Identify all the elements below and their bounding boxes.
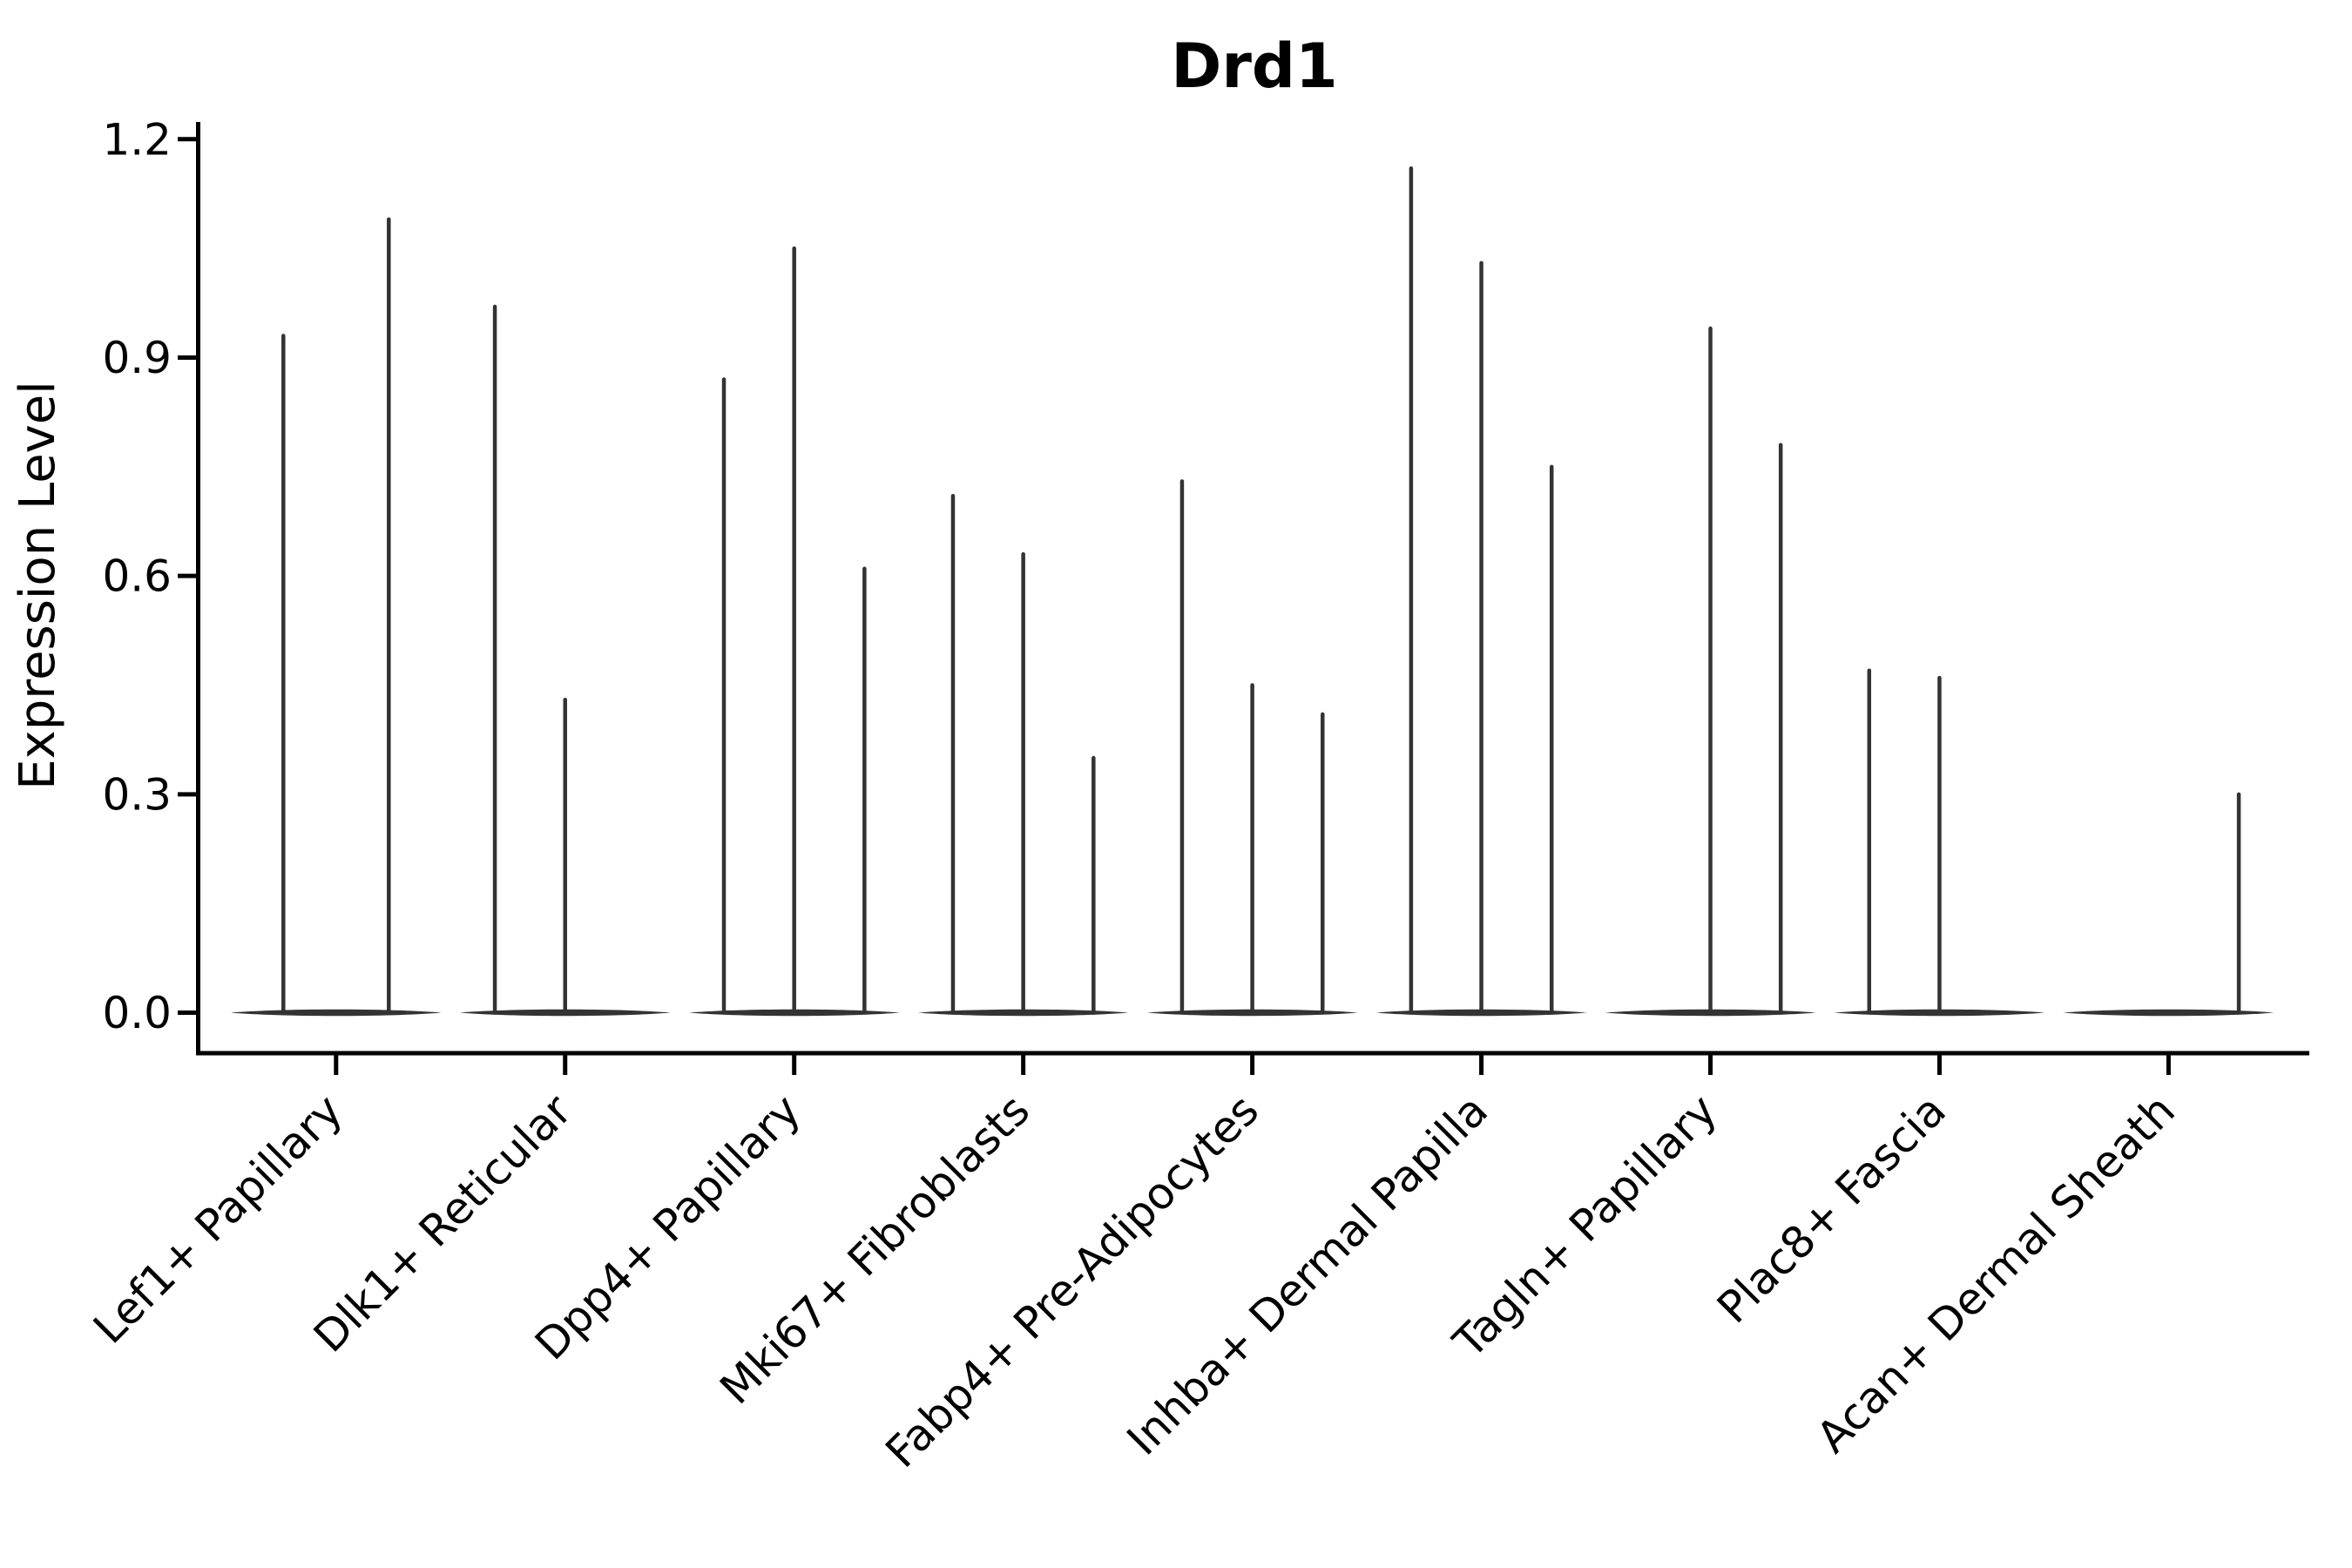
y-tick-label: 0.0 <box>102 988 172 1038</box>
plot-title: Drd1 <box>1171 30 1337 102</box>
x-tick-label: Inhba+ Dermal Papilla <box>1118 1085 1497 1464</box>
x-tick-label: Lef1+ Papillary <box>84 1085 352 1353</box>
y-tick-label: 1.2 <box>102 114 172 165</box>
y-tick-label: 0.9 <box>102 333 172 383</box>
violin-base <box>2063 1009 2274 1017</box>
y-tick-label: 0.6 <box>102 551 172 602</box>
violins-layer <box>230 166 2274 1017</box>
violin-base <box>230 1009 442 1017</box>
y-axis-label: Expression Level <box>10 381 66 790</box>
axes-layer <box>178 122 2309 1075</box>
y-tick-label: 0.3 <box>102 769 172 820</box>
x-tick-label: Fabp4+ Pre-Adipocytes <box>876 1085 1269 1477</box>
x-tick-label: Plac8+ Fascia <box>1707 1085 1956 1333</box>
y-axis-tick-labels: 0.0 0.3 0.6 0.9 1.2 <box>102 114 172 1038</box>
